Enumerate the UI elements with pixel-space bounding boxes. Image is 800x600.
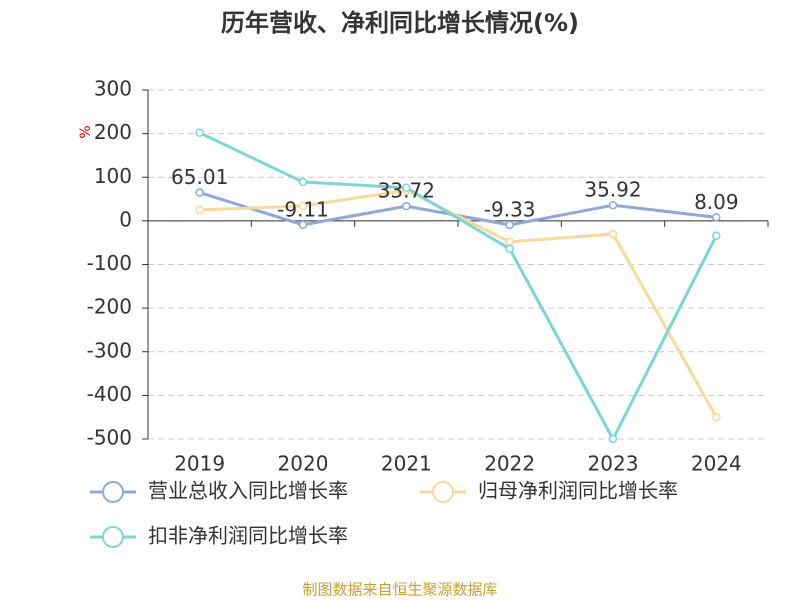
y-tick-label: -500 (87, 426, 132, 450)
point (195, 128, 204, 138)
point (712, 412, 721, 422)
point (712, 231, 721, 240)
data-label: -9.33 (484, 197, 536, 221)
data-label: 65.01 (171, 165, 228, 189)
legend-marker (102, 481, 124, 503)
point (298, 220, 308, 230)
y-tick-label: 300 (94, 77, 132, 101)
data-label: 8.09 (694, 190, 739, 214)
x-tick-label: 2022 (484, 452, 535, 476)
y-tick-label: 200 (94, 120, 132, 144)
x-tick-label: 2019 (174, 452, 225, 476)
point (505, 237, 514, 247)
y-axis-label: % (78, 125, 94, 138)
point (608, 229, 618, 239)
y-tick-label: 100 (94, 164, 132, 188)
x-tick-label: 2020 (278, 452, 329, 476)
x-tick-label: 2024 (691, 452, 742, 476)
point (195, 188, 204, 197)
point (608, 434, 618, 444)
y-tick-label: -100 (87, 251, 132, 275)
data-label: 35.92 (584, 178, 641, 202)
point (505, 220, 514, 230)
x-tick-label: 2023 (588, 452, 639, 476)
point (608, 200, 618, 210)
point (195, 205, 204, 215)
point (402, 201, 411, 211)
source-note: 制图数据来自恒生聚源数据库 (302, 581, 497, 599)
series-line (199, 131, 718, 443)
legend-label: 营业总收入同比增长率 (148, 479, 348, 503)
data-label: -9.11 (277, 197, 329, 221)
point (298, 177, 308, 187)
series-line (199, 188, 718, 418)
point (298, 201, 308, 211)
y-tick-label: 0 (119, 207, 132, 231)
legend-label: 扣非净利润同比增长率 (148, 524, 348, 548)
point (505, 244, 514, 254)
y-tick-label: -300 (87, 338, 132, 362)
point (712, 213, 721, 222)
point (402, 183, 411, 192)
x-tick-label: 2021 (381, 452, 432, 476)
data-label: 33.72 (378, 179, 435, 203)
y-tick-label: -400 (87, 382, 132, 406)
legend-label: 归母净利润同比增长率 (478, 479, 678, 503)
legend-marker (432, 481, 454, 503)
chart-title: 历年营收、净利同比增长情况(%) (221, 9, 579, 37)
legend-marker (102, 526, 124, 548)
y-tick-label: -200 (87, 295, 132, 319)
